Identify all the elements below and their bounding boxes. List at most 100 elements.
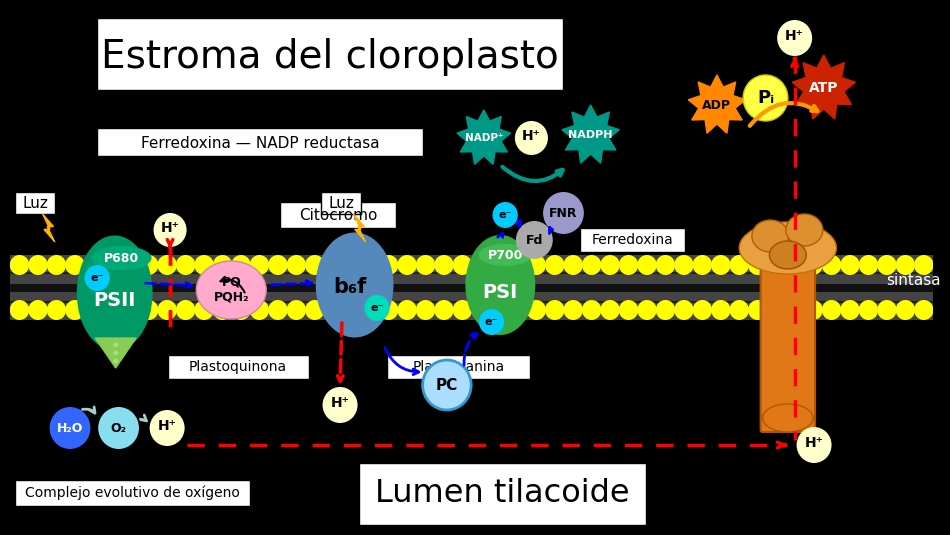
Circle shape [121,255,140,275]
Text: e⁻: e⁻ [499,210,512,220]
Text: Complejo evolutivo de oxígeno: Complejo evolutivo de oxígeno [25,486,239,500]
Polygon shape [562,105,619,163]
Circle shape [797,427,831,463]
Text: PQ: PQ [221,276,241,288]
Text: b₆f: b₆f [333,277,367,297]
Polygon shape [353,214,366,242]
Ellipse shape [91,246,152,270]
Circle shape [66,300,85,320]
Circle shape [896,255,915,275]
Circle shape [250,300,269,320]
Circle shape [397,300,417,320]
Text: PSII: PSII [93,291,136,310]
Circle shape [113,350,118,355]
Circle shape [582,300,601,320]
Text: H⁺: H⁺ [786,29,804,43]
Text: O₂: O₂ [110,422,126,434]
Circle shape [563,300,583,320]
Circle shape [600,300,619,320]
Circle shape [342,255,361,275]
Circle shape [543,192,584,234]
Circle shape [47,255,66,275]
Text: Ferredoxina: Ferredoxina [592,233,674,247]
Circle shape [268,255,288,275]
Text: ADP: ADP [702,98,732,111]
Text: e⁻: e⁻ [90,273,104,283]
Ellipse shape [763,404,813,432]
Circle shape [508,255,527,275]
Text: P680: P680 [104,251,139,264]
Circle shape [150,410,184,446]
Circle shape [674,255,694,275]
Text: Pᵢ: Pᵢ [757,89,774,107]
Circle shape [859,300,878,320]
Circle shape [822,300,842,320]
Circle shape [102,300,122,320]
Text: NADP⁺: NADP⁺ [465,133,504,143]
Circle shape [748,255,768,275]
Circle shape [877,255,897,275]
Circle shape [489,255,509,275]
Circle shape [637,255,656,275]
FancyBboxPatch shape [97,18,563,90]
Ellipse shape [315,233,393,338]
Circle shape [397,255,417,275]
Circle shape [600,255,619,275]
Text: H⁺: H⁺ [805,436,824,450]
FancyBboxPatch shape [10,255,933,320]
Circle shape [250,255,269,275]
Circle shape [176,255,196,275]
Circle shape [914,255,934,275]
Circle shape [526,300,546,320]
Text: Luz: Luz [328,195,354,210]
Text: H⁺: H⁺ [161,221,180,235]
Circle shape [656,255,675,275]
Circle shape [471,300,490,320]
Circle shape [712,300,731,320]
Ellipse shape [77,235,153,350]
Text: PQH₂: PQH₂ [214,291,249,303]
Circle shape [841,255,860,275]
Circle shape [545,255,564,275]
Circle shape [121,300,140,320]
Polygon shape [95,338,136,368]
Circle shape [822,255,842,275]
Circle shape [379,300,398,320]
Circle shape [693,255,712,275]
Circle shape [10,255,29,275]
Circle shape [195,300,214,320]
Circle shape [489,300,509,320]
Circle shape [28,300,48,320]
Circle shape [785,255,805,275]
Text: sintasa: sintasa [886,272,940,287]
Ellipse shape [770,241,807,269]
Circle shape [360,300,380,320]
Circle shape [85,265,110,291]
Circle shape [365,295,390,321]
Circle shape [618,300,638,320]
Circle shape [213,300,232,320]
Circle shape [508,300,527,320]
Ellipse shape [739,222,836,274]
Circle shape [563,255,583,275]
FancyBboxPatch shape [359,463,646,525]
Circle shape [877,300,897,320]
Circle shape [618,255,638,275]
Circle shape [66,255,85,275]
Circle shape [28,255,48,275]
Circle shape [637,300,656,320]
Circle shape [324,300,343,320]
Circle shape [139,300,159,320]
Circle shape [674,300,694,320]
Circle shape [896,300,915,320]
Circle shape [195,255,214,275]
Text: ATP: ATP [809,81,839,95]
Text: Estroma del cloroplasto: Estroma del cloroplasto [102,38,560,76]
Text: Plastocianina: Plastocianina [412,360,504,374]
FancyBboxPatch shape [320,192,361,214]
Text: Fd: Fd [525,233,543,247]
Ellipse shape [786,214,823,246]
Text: FNR: FNR [549,207,578,219]
Circle shape [785,300,805,320]
Text: Ferredoxina — NADP reductasa: Ferredoxina — NADP reductasa [142,135,380,150]
